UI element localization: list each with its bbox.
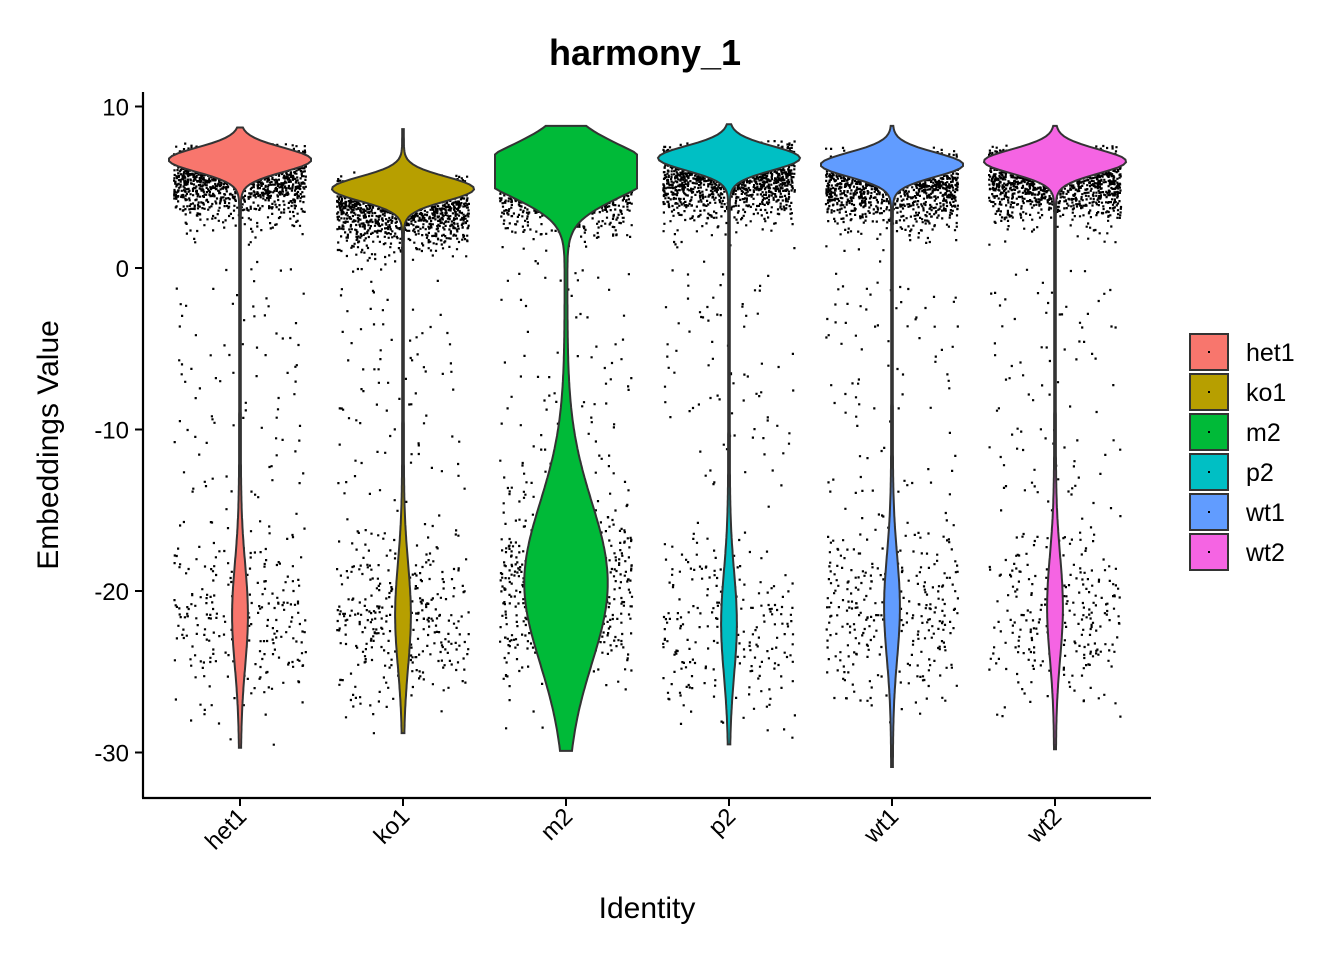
violin-het1 (168, 126, 312, 749)
x-tick-label: wt1 (858, 803, 904, 849)
chart-title: harmony_1 (549, 32, 741, 73)
legend-label: m2 (1246, 419, 1281, 447)
y-tick-label: -20 (94, 579, 129, 606)
violin-m2 (494, 124, 638, 752)
points-p2 (662, 140, 796, 739)
points-wt1 (824, 146, 959, 724)
y-tick-label: -30 (94, 741, 129, 768)
jitter-points (173, 140, 1123, 746)
y-tick-label: -10 (94, 418, 129, 445)
x-tick-label: het1 (200, 803, 252, 855)
x-tick-label: p2 (703, 803, 741, 841)
violin-wt2 (982, 124, 1128, 751)
points-het1 (173, 141, 307, 746)
legend-item-m2: m2 (1189, 413, 1281, 451)
y-axis-ticks: 10 0 -10 -20 -30 (94, 95, 143, 768)
violins (168, 123, 1128, 768)
legend-label: p2 (1246, 459, 1274, 487)
legend-item-wt1: wt1 (1189, 493, 1285, 531)
legend-label: het1 (1246, 339, 1295, 367)
legend: het1 ko1 m2 p2 wt1 wt2 (1189, 333, 1295, 571)
legend-item-wt2: wt2 (1189, 533, 1285, 571)
legend-item-het1: het1 (1189, 333, 1295, 371)
legend-item-p2: p2 (1189, 453, 1274, 491)
x-axis-ticks: het1 ko1 m2 p2 wt1 wt2 (200, 798, 1067, 855)
violin-ko1 (330, 128, 476, 735)
y-tick-label: 10 (102, 95, 129, 122)
violin-wt1 (820, 124, 964, 768)
legend-label: ko1 (1246, 379, 1286, 407)
legend-label: wt2 (1245, 539, 1285, 567)
x-axis-title: Identity (599, 892, 696, 925)
violin-p2 (656, 123, 802, 746)
legend-label: wt1 (1245, 499, 1285, 527)
x-tick-label: wt2 (1021, 803, 1067, 849)
y-tick-label: 0 (116, 256, 129, 283)
y-axis-title: Embeddings Value (32, 320, 65, 570)
x-tick-label: m2 (536, 803, 579, 846)
legend-item-ko1: ko1 (1189, 373, 1286, 411)
x-tick-label: ko1 (369, 803, 415, 849)
